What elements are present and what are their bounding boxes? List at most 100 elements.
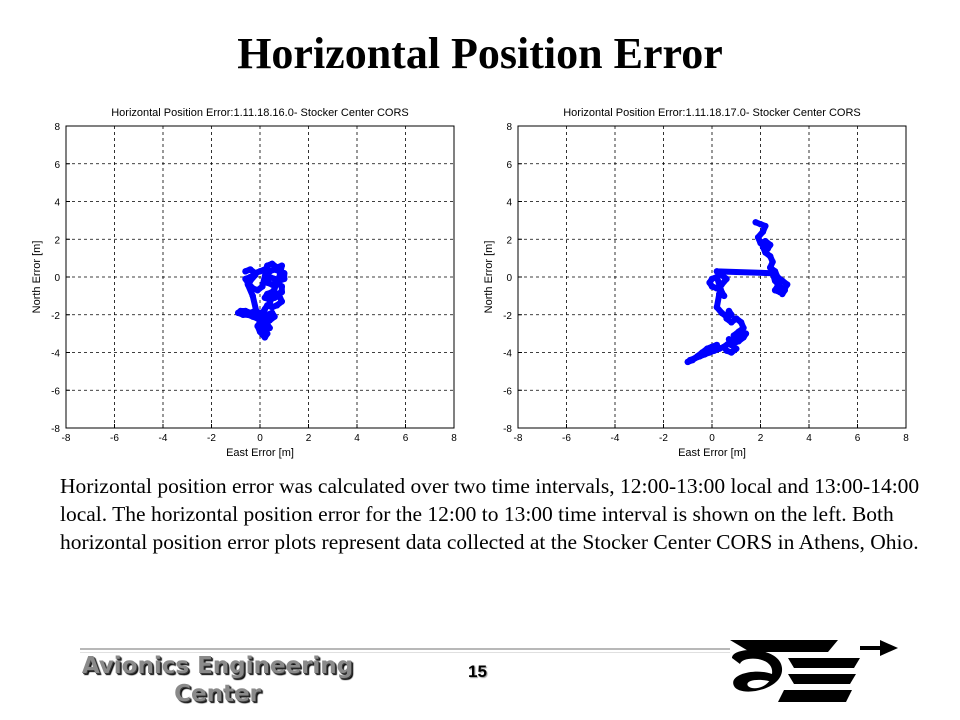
tick-label-x: -6 [562, 433, 571, 444]
data-point [713, 273, 721, 281]
tick-label-x: -8 [62, 433, 71, 444]
tick-label-x: 8 [903, 433, 909, 444]
x-axis-label: East Error [m] [226, 447, 294, 459]
logo-line-2: Center [174, 681, 261, 707]
data-point [276, 292, 283, 300]
data-point [249, 285, 256, 292]
data-point [254, 287, 261, 294]
data-point [703, 345, 711, 352]
footer-divider [80, 648, 730, 650]
data-point [762, 249, 769, 256]
plot-left: Horizontal Position Error:1.11.18.16.0- … [18, 100, 458, 468]
tick-label-x: -2 [207, 433, 216, 444]
x-axis-label: East Error [m] [678, 447, 746, 459]
y-axis-label: North Error [m] [31, 241, 43, 314]
avionics-center-logo: Avionics Engineering Center [80, 652, 355, 708]
data-point [247, 266, 254, 273]
tick-label-x: 8 [451, 433, 457, 444]
data-point [762, 237, 769, 245]
data-point [735, 337, 742, 345]
data-point [268, 260, 276, 267]
data-point [740, 324, 747, 332]
data-point [278, 262, 286, 269]
tick-label-y: 6 [506, 160, 512, 171]
data-point [247, 273, 254, 281]
data-point [254, 313, 261, 320]
tick-label-x: 6 [855, 433, 861, 444]
data-point [725, 307, 733, 315]
data-point [720, 343, 728, 351]
data-point [259, 317, 266, 324]
data-point [694, 353, 701, 360]
data-point [776, 283, 784, 290]
data-point [720, 292, 728, 300]
data-point [733, 315, 740, 322]
data-point [273, 264, 281, 271]
tick-label-x: 6 [403, 433, 409, 444]
tick-label-x: 0 [709, 433, 715, 444]
data-point [278, 283, 286, 290]
data-point [271, 294, 278, 301]
data-point [251, 271, 259, 279]
tick-label-y: -4 [51, 349, 60, 360]
data-trace-segment [713, 268, 776, 277]
data-point [249, 313, 256, 320]
footer-divider-shadow [80, 652, 730, 653]
tick-label-y: 8 [54, 122, 60, 133]
tick-label-x: 4 [806, 433, 812, 444]
slide-title: Horizontal Position Error [237, 29, 723, 78]
data-point [251, 307, 259, 315]
data-point [266, 268, 273, 275]
chart-title: Horizontal Position Error:1.11.18.17.0- … [563, 107, 861, 119]
tick-label-x: -4 [611, 433, 620, 444]
data-point [725, 339, 733, 347]
ae-logo-icon [730, 640, 898, 702]
data-point [759, 228, 767, 235]
data-point [276, 273, 283, 281]
tick-label-x: -2 [659, 433, 668, 444]
logo-line-1: Avionics Engineering [81, 653, 354, 679]
tick-label-x: 2 [758, 433, 764, 444]
data-point [740, 334, 747, 341]
data-point [261, 294, 269, 301]
slide-body-text: Horizontal position error was calculated… [60, 474, 920, 554]
tick-label-x: 4 [354, 433, 360, 444]
tick-label-y: 0 [506, 273, 512, 284]
tick-label-y: 6 [54, 160, 60, 171]
tick-label-y: 8 [506, 122, 512, 133]
data-point [769, 258, 776, 266]
data-point [264, 279, 271, 286]
data-point [256, 328, 264, 335]
tick-label-y: 2 [54, 235, 60, 246]
tick-label-y: -8 [51, 424, 60, 435]
data-point [754, 234, 762, 241]
tick-label-y: -2 [503, 311, 512, 322]
chart-title: Horizontal Position Error:1.11.18.16.0- … [111, 107, 409, 119]
data-point [708, 343, 716, 351]
data-point [728, 349, 735, 356]
data-point [718, 271, 725, 279]
tick-label-y: 4 [506, 198, 512, 209]
data-point [271, 313, 278, 320]
data-point [713, 285, 721, 292]
data-point [767, 253, 774, 260]
data-point [713, 304, 721, 311]
data-point [718, 281, 725, 288]
data-point [249, 292, 256, 300]
data-point [708, 275, 716, 283]
data-point [752, 219, 759, 226]
data-point [244, 311, 252, 318]
data-point [266, 324, 273, 332]
data-point [713, 268, 721, 275]
data-point [264, 262, 271, 269]
data-point [244, 279, 252, 286]
data-point [689, 356, 696, 364]
data-point [239, 311, 247, 318]
data-point [733, 345, 740, 352]
data-point [771, 277, 779, 284]
tick-label-y: -4 [503, 349, 512, 360]
data-point [769, 270, 776, 277]
tick-label-x: 2 [306, 433, 312, 444]
data-point [256, 268, 264, 275]
data-point [767, 264, 774, 271]
